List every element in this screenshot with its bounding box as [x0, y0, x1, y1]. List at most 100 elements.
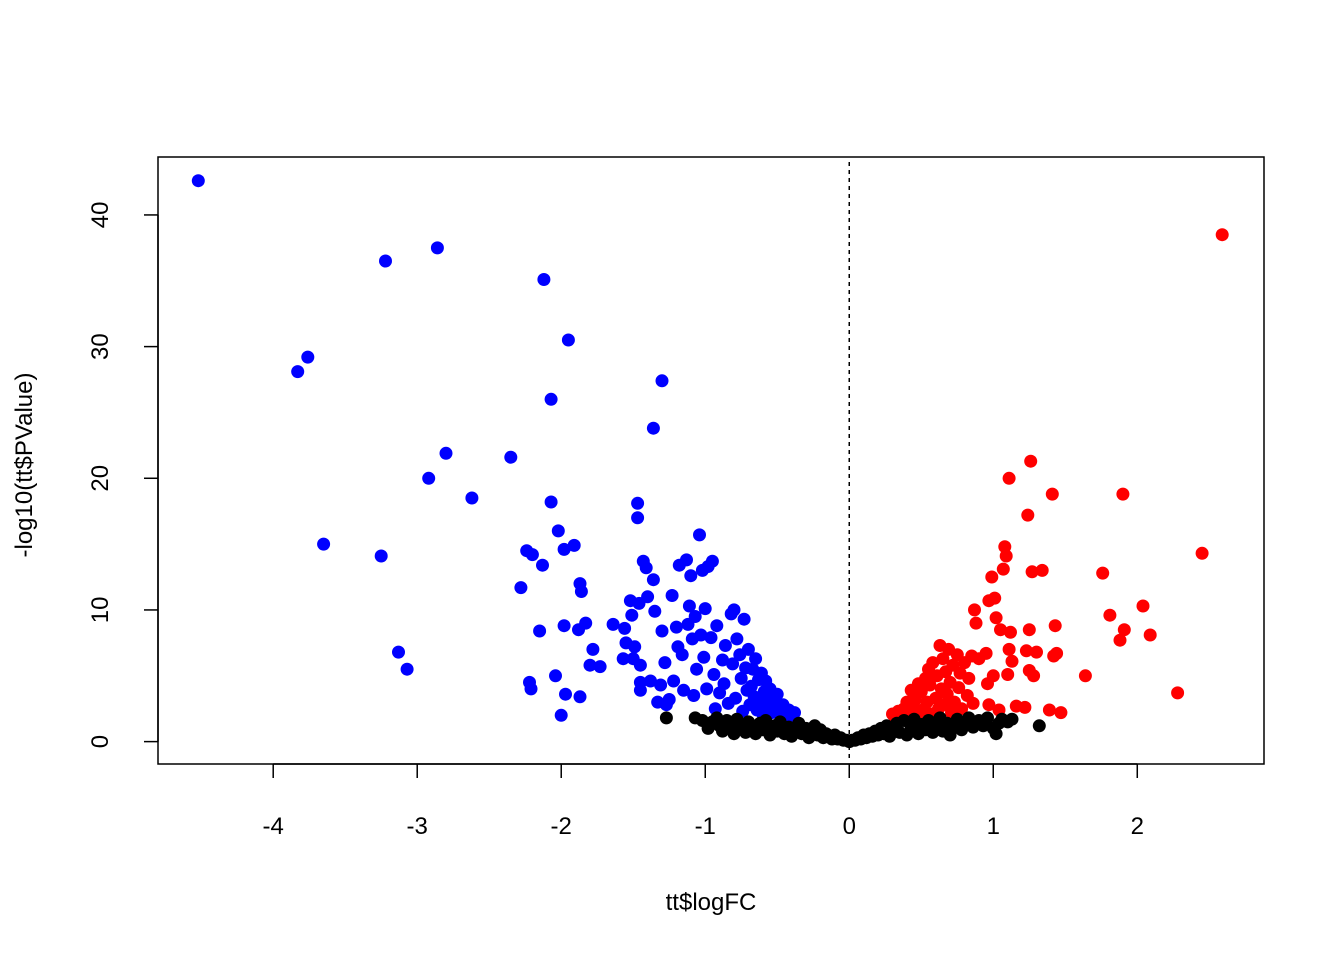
data-point	[655, 374, 669, 388]
data-point	[662, 693, 676, 706]
x-tick-label: -3	[407, 813, 428, 840]
data-point	[697, 650, 711, 664]
data-point	[191, 174, 205, 188]
data-point	[1002, 471, 1016, 485]
data-point	[730, 632, 744, 646]
data-point	[960, 689, 974, 702]
data-point	[677, 683, 691, 697]
data-point	[669, 620, 683, 634]
data-point	[633, 683, 647, 697]
data-point	[770, 687, 784, 701]
data-point	[631, 496, 645, 510]
data-point	[718, 639, 732, 652]
data-point	[716, 653, 729, 667]
data-point	[579, 616, 593, 630]
x-tick-label: 2	[1131, 813, 1144, 840]
data-point	[1009, 699, 1023, 713]
data-point	[573, 690, 587, 704]
data-point	[734, 671, 748, 685]
data-point	[684, 569, 698, 583]
data-point	[544, 392, 558, 406]
x-tick-label: -4	[263, 813, 284, 840]
data-point	[1143, 628, 1157, 642]
y-tick-label: 10	[87, 597, 114, 624]
data-point	[561, 333, 575, 347]
data-point	[1136, 599, 1150, 613]
data-point	[707, 668, 721, 681]
data-point	[655, 624, 669, 638]
x-tick-label: -1	[695, 813, 716, 840]
data-point	[694, 628, 708, 642]
data-point	[514, 581, 528, 595]
data-point	[525, 548, 539, 562]
y-axis: 0 10 20 30 40	[87, 202, 159, 748]
data-point	[729, 691, 742, 705]
data-point	[1042, 703, 1056, 717]
data-point	[537, 273, 551, 286]
data-point	[544, 495, 558, 509]
data-point	[551, 524, 565, 538]
x-tick-label: 0	[843, 813, 856, 840]
data-point	[1096, 566, 1110, 580]
data-point	[1005, 654, 1019, 668]
data-point	[1004, 625, 1017, 639]
data-point	[554, 708, 568, 722]
data-point	[1001, 668, 1015, 681]
data-point	[465, 491, 479, 505]
data-point	[687, 689, 701, 702]
data-point	[1024, 454, 1038, 468]
data-point	[633, 658, 647, 672]
data-point	[658, 656, 672, 670]
data-point	[422, 471, 436, 485]
data-point	[705, 554, 719, 568]
data-point	[982, 594, 996, 608]
data-point	[646, 421, 660, 435]
data-point	[698, 602, 712, 616]
data-point	[618, 621, 632, 635]
data-point	[400, 662, 414, 676]
data-point	[989, 611, 1003, 625]
data-point	[1171, 686, 1185, 700]
y-tick-label: 20	[87, 465, 114, 492]
data-point	[690, 662, 704, 676]
data-point	[644, 674, 657, 688]
x-tick-label: 1	[987, 813, 1000, 840]
data-point	[788, 706, 801, 720]
data-point	[536, 558, 549, 572]
data-point	[430, 241, 444, 255]
data-point	[374, 549, 388, 563]
data-point	[567, 538, 581, 552]
data-point	[524, 682, 538, 696]
data-point	[616, 652, 630, 666]
data-point	[639, 561, 653, 575]
data-point	[1054, 706, 1068, 720]
data-point	[1116, 487, 1130, 501]
data-point	[504, 450, 518, 464]
data-point	[659, 711, 673, 725]
data-point	[606, 617, 620, 631]
data-point	[688, 610, 702, 623]
y-tick-label: 30	[87, 333, 114, 360]
data-point	[586, 642, 600, 656]
points-layer	[191, 174, 1229, 749]
data-point	[574, 585, 588, 598]
data-point	[646, 573, 660, 587]
data-point	[936, 652, 950, 666]
data-point	[1113, 633, 1127, 647]
data-point	[994, 623, 1007, 637]
data-point	[593, 660, 607, 674]
data-point	[727, 603, 741, 617]
data-point	[1025, 565, 1039, 579]
data-point	[989, 727, 1003, 741]
data-point	[675, 648, 689, 662]
y-axis-title: -log10(tt$PValue)	[11, 373, 38, 558]
data-point	[1019, 644, 1033, 658]
data-point	[1032, 719, 1046, 733]
y-tick-label: 40	[87, 202, 114, 229]
x-tick-label: -2	[551, 813, 572, 840]
data-point	[1078, 669, 1092, 683]
data-point	[654, 678, 668, 692]
data-point	[700, 682, 714, 696]
